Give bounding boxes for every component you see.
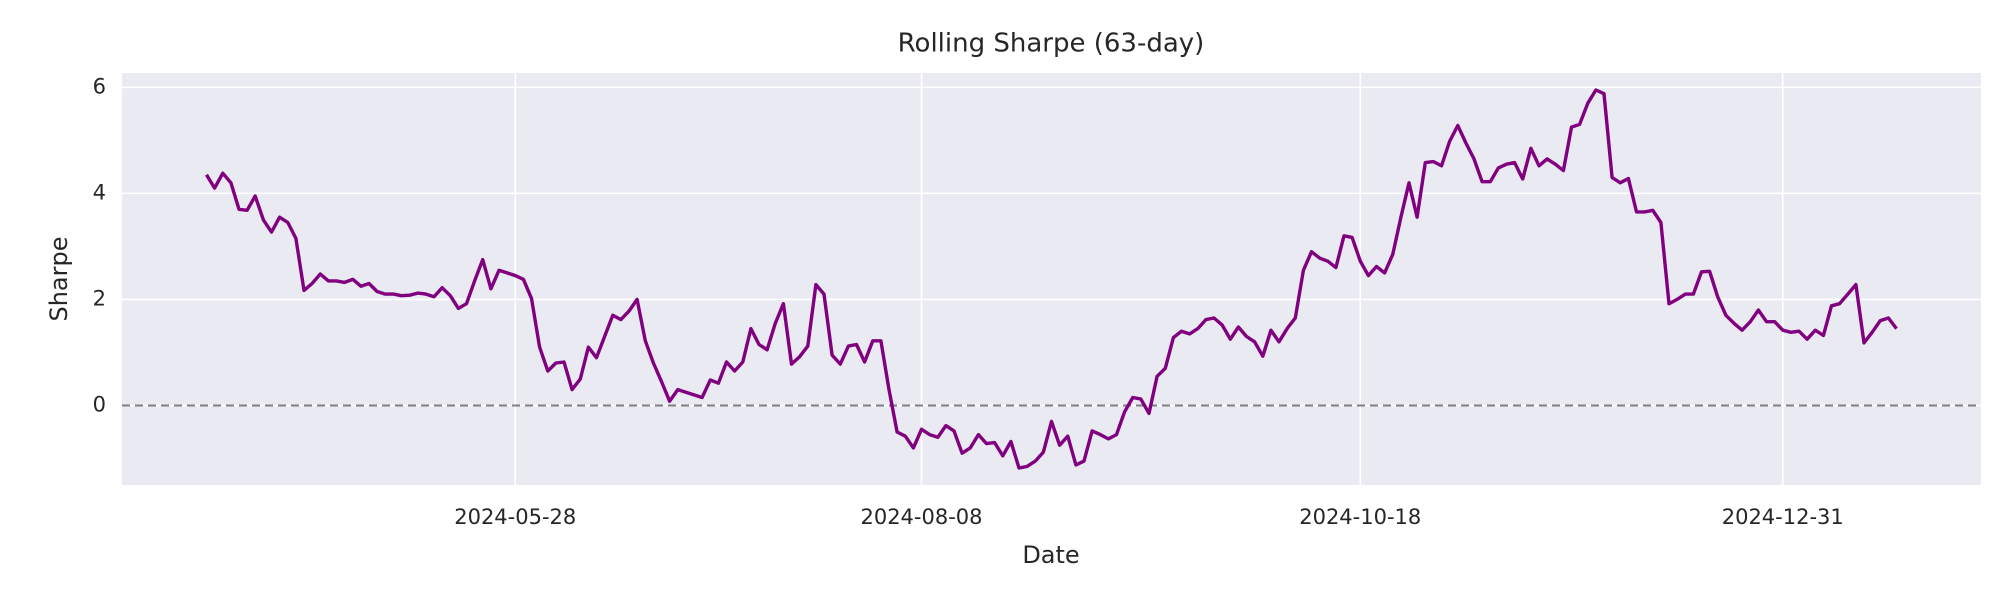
x-axis-label: Date [1022,541,1079,569]
data-line [205,88,1898,470]
x-tick-label: 2024-12-31 [1722,505,1844,529]
plot-area [122,73,1981,485]
y-tick-label: 0 [93,392,106,416]
x-tick-label: 2024-08-08 [860,505,982,529]
x-tick-label: 2024-05-28 [454,505,576,529]
x-tick-label: 2024-10-18 [1299,505,1421,529]
chart-title: Rolling Sharpe (63-day) [898,29,1205,59]
y-axis-label: Sharpe [45,236,73,321]
y-tick-label: 6 [93,74,106,98]
y-tick-label: 2 [93,286,106,310]
y-tick-label: 4 [93,180,106,204]
